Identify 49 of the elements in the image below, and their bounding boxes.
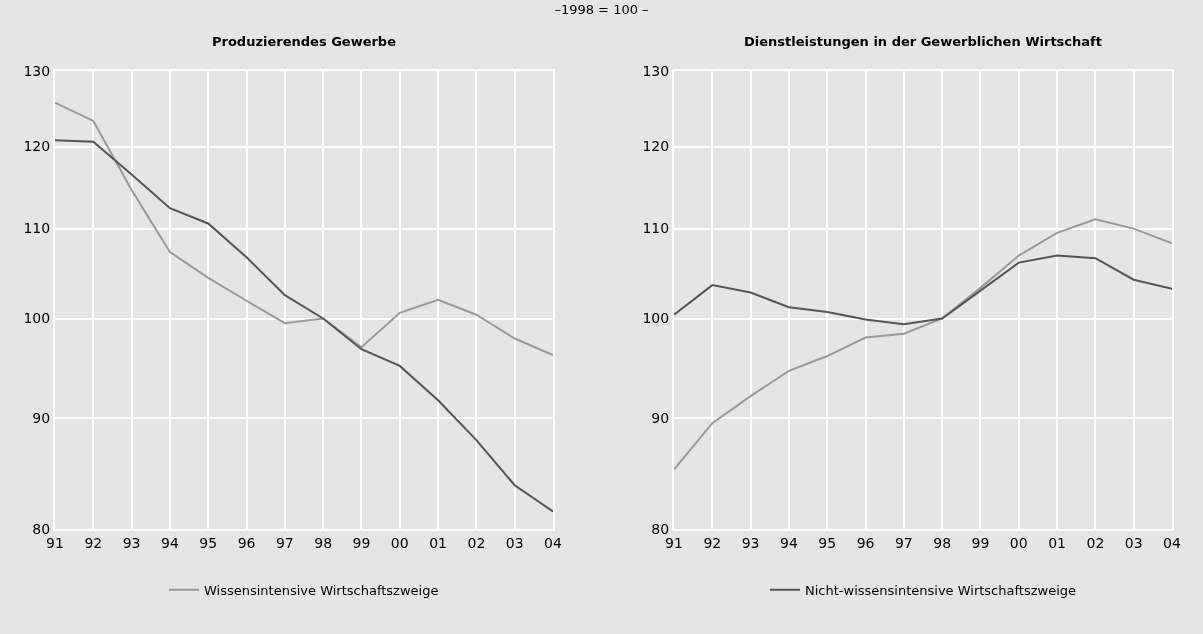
line-series [55,139,553,513]
x-tick-label: 91 [665,534,683,551]
y-tick-label: 80 [651,520,670,537]
y-tick-label: 110 [23,220,51,237]
y-tick-label: 120 [642,138,670,155]
x-tick-label: 04 [544,534,562,551]
x-tick-label: 02 [467,534,486,551]
x-tick-label: 02 [1086,534,1105,551]
x-tick-label: 92 [703,534,722,551]
x-tick-label: 03 [505,534,524,551]
x-tick-label: 94 [161,534,179,551]
x-tick-label: 00 [390,534,409,551]
text: –1998 = 100 – [553,1,650,19]
x-tick-label: 00 [1009,534,1028,551]
x-tick-label: 98 [933,534,952,551]
legend-label: Nicht-wissensintensive Wirtschaftszweige [805,582,1076,598]
line-series [55,101,553,357]
y-tick-label: 90 [32,409,51,426]
y-tick-label: 130 [642,62,670,79]
x-tick-label: 93 [122,534,141,551]
x-tick-label: 99 [971,534,990,551]
x-tick-label: 97 [894,534,913,551]
x-tick-label: 95 [818,534,837,551]
y-tick-label: 120 [23,138,51,155]
x-tick-label: 93 [741,534,760,551]
x-tick-label: 96 [856,534,875,551]
chart-title: Produzierendes Gewerbe [212,33,397,49]
x-tick-label: 01 [1048,534,1066,551]
x-tick-label: 01 [429,534,447,551]
y-tick-label: 110 [642,220,670,237]
x-tick-label: 04 [1163,534,1181,551]
y-tick-label: 90 [651,409,670,426]
x-tick-label: 94 [780,534,798,551]
legend-label: Wissensintensive Wirtschaftszweige [204,582,439,598]
x-tick-label: 91 [46,534,64,551]
x-tick-label: 97 [275,534,294,551]
x-tick-label: 99 [352,534,371,551]
y-tick-label: 100 [642,310,670,327]
line-series [674,254,1172,326]
y-tick-label: 80 [32,520,51,537]
x-tick-label: 98 [314,534,333,551]
y-tick-label: 100 [23,310,51,327]
chart-title: Dienstleistungen in der Gewerblichen Wirtschaft [744,33,1102,49]
y-tick-label: 130 [23,62,51,79]
x-tick-label: 96 [237,534,256,551]
x-tick-label: 92 [84,534,103,551]
x-tick-label: 03 [1124,534,1143,551]
x-tick-label: 95 [199,534,218,551]
line-series [674,218,1172,471]
